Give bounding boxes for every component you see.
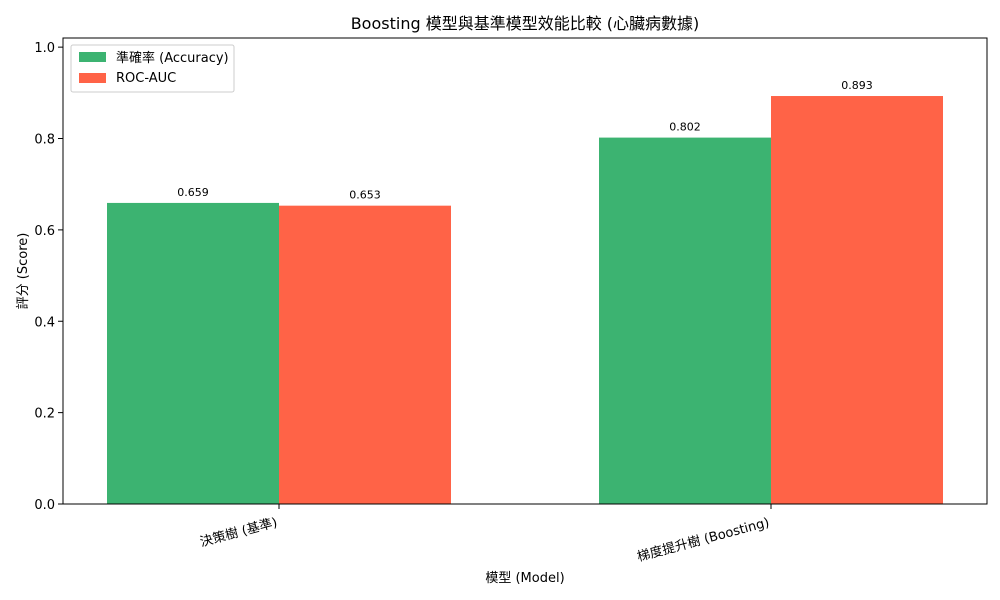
legend: 準確率 (Accuracy) ROC-AUC <box>70 44 235 93</box>
chart-title: Boosting 模型與基準模型效能比較 (心臟病數據) <box>351 14 700 33</box>
legend-label-accuracy: 準確率 (Accuracy) <box>116 50 229 66</box>
x-tick-label: 梯度提升樹 (Boosting) <box>635 514 771 565</box>
y-axis-label: 評分 (Score) <box>16 233 31 310</box>
data-label: 0.802 <box>669 121 701 134</box>
data-label: 0.653 <box>349 189 381 202</box>
bar-roc-auc-0 <box>279 205 451 504</box>
y-tick-label: 0.0 <box>34 498 55 513</box>
legend-label-roc-auc: ROC-AUC <box>116 71 176 86</box>
legend-box <box>70 44 235 93</box>
y-tick-label: 1.0 <box>34 41 55 56</box>
y-tick-label: 0.4 <box>34 315 55 330</box>
y-tick-label: 0.6 <box>34 224 55 239</box>
plot-frame <box>62 37 988 505</box>
legend-swatch-accuracy <box>79 52 106 62</box>
data-label: 0.659 <box>177 186 209 199</box>
y-axis: 0.0 0.2 0.4 0.6 0.8 1.0 <box>34 41 63 513</box>
bar-accuracy-1 <box>599 137 771 505</box>
data-labels-layer: 0.659 0.802 0.653 0.893 <box>177 79 873 202</box>
x-axis-label: 模型 (Model) <box>485 571 564 586</box>
bars-layer <box>107 96 943 505</box>
legend-swatch-roc-auc <box>79 73 106 83</box>
bar-accuracy-0 <box>107 202 279 505</box>
y-tick-label: 0.8 <box>34 133 55 148</box>
data-label: 0.893 <box>841 79 873 92</box>
y-tick-label: 0.2 <box>34 407 55 422</box>
x-axis: 決策樹 (基準) 梯度提升樹 (Boosting) <box>198 504 772 565</box>
x-tick-label: 決策樹 (基準) <box>198 514 279 550</box>
bar-roc-auc-1 <box>771 96 943 504</box>
